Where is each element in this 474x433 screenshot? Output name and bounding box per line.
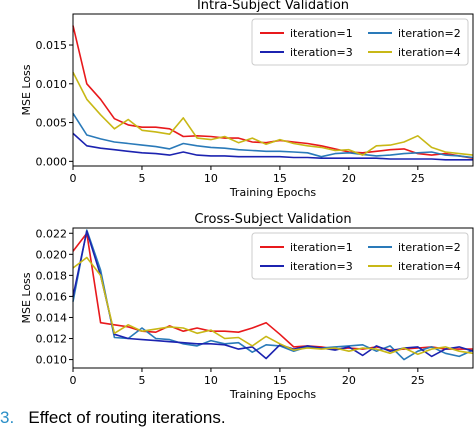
legend-label: iteration=3 bbox=[290, 260, 353, 273]
x-tick-label: 10 bbox=[204, 172, 218, 185]
figure-caption: 3. Effect of routing iterations. bbox=[0, 408, 226, 428]
y-tick-label: 0.010 bbox=[36, 78, 68, 91]
y-tick-label: 0.018 bbox=[36, 269, 68, 282]
y-axis-label: MSE Loss bbox=[20, 64, 33, 115]
chart-title: Intra-Subject Validation bbox=[197, 0, 349, 13]
caption-text: Effect of routing iterations. bbox=[28, 408, 226, 427]
x-tick-label: 20 bbox=[342, 172, 356, 185]
plot-frame bbox=[72, 227, 474, 369]
y-tick-label: 0.005 bbox=[36, 117, 68, 130]
x-tick-label: 0 bbox=[70, 374, 77, 387]
x-tick-label: 0 bbox=[70, 172, 77, 185]
x-tick-label: 15 bbox=[273, 374, 287, 387]
chart-title: Cross-Subject Validation bbox=[194, 212, 351, 227]
x-axis-label: Training Epochs bbox=[229, 388, 317, 401]
plot-frame bbox=[72, 13, 474, 167]
y-tick-label: 0.015 bbox=[36, 39, 68, 52]
legend-label: iteration=2 bbox=[398, 241, 461, 254]
legend-label: iteration=4 bbox=[398, 260, 461, 273]
series-line-3 bbox=[72, 132, 473, 161]
y-tick-label: 0.010 bbox=[36, 354, 68, 367]
x-tick-label: 10 bbox=[204, 374, 218, 387]
legend-label: iteration=1 bbox=[290, 27, 353, 40]
series-line-4 bbox=[72, 71, 474, 156]
y-tick-label: 0.012 bbox=[36, 333, 68, 346]
y-tick-label: 0.014 bbox=[36, 311, 68, 324]
y-tick-label: 0.022 bbox=[36, 227, 68, 240]
series-line-3 bbox=[72, 230, 474, 360]
y-tick-label: 0.016 bbox=[36, 290, 68, 303]
legend-label: iteration=3 bbox=[290, 46, 353, 59]
x-tick-label: 25 bbox=[411, 374, 425, 387]
y-tick-label: 0.020 bbox=[36, 248, 68, 261]
x-axis-label: Training Epochs bbox=[229, 186, 317, 199]
caption-number: 3. bbox=[0, 408, 15, 427]
legend: iteration=1 iteration=2 iteration=3 iterati… bbox=[251, 18, 469, 66]
x-tick-label: 25 bbox=[411, 172, 425, 185]
y-tick-label: 0.000 bbox=[36, 155, 68, 168]
series-line-4 bbox=[72, 256, 474, 356]
y-axis-label: MSE Loss bbox=[20, 272, 33, 323]
x-tick-label: 5 bbox=[138, 172, 145, 185]
x-tick-label: 5 bbox=[138, 374, 145, 387]
series-line-2 bbox=[72, 112, 474, 159]
chart-1: Intra-Subject Validation 0 5 10 15 20 25 0.000 0… bbox=[20, 0, 474, 199]
legend-box bbox=[251, 18, 469, 66]
legend-label: iteration=4 bbox=[398, 46, 461, 59]
legend-label: iteration=2 bbox=[398, 27, 461, 40]
legend-box bbox=[251, 232, 469, 280]
chart-2: Cross-Subject Validation 0 5 10 15 20 25 0.010 0… bbox=[20, 212, 474, 401]
legend-label: iteration=1 bbox=[290, 241, 353, 254]
x-tick-label: 15 bbox=[273, 172, 287, 185]
x-tick-label: 20 bbox=[342, 374, 356, 387]
legend: iteration=1 iteration=2 iteration=3 iterati… bbox=[251, 232, 469, 280]
